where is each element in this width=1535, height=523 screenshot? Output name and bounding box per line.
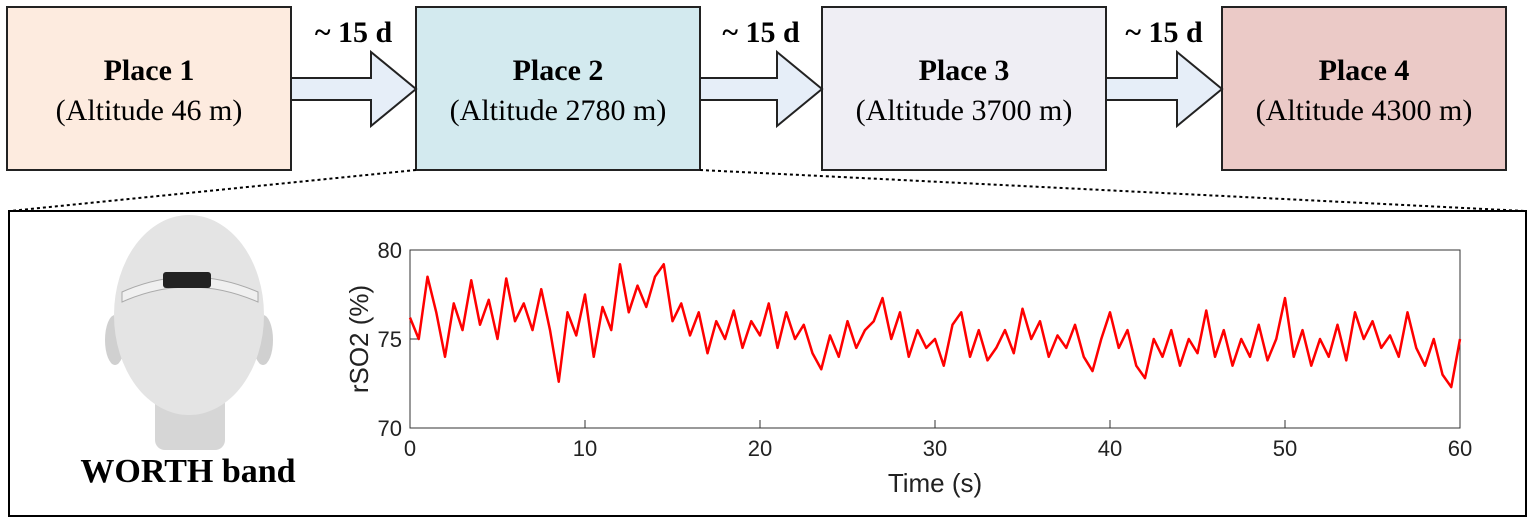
zoom-line: [9, 169, 417, 212]
place-title: Place 2: [513, 54, 604, 87]
y-tick-label: 70: [378, 416, 402, 441]
y-tick-label: 80: [378, 238, 402, 263]
place-altitude: (Altitude 2780 m): [450, 94, 667, 127]
zoom-line: [699, 169, 1526, 212]
arrow: [699, 49, 824, 129]
x-tick-label: 60: [1448, 436, 1472, 461]
x-tick-label: 50: [1273, 436, 1297, 461]
x-tick-label: 40: [1098, 436, 1122, 461]
arrow-label: ~ 15 d: [722, 16, 800, 49]
place-altitude: (Altitude 46 m): [56, 94, 243, 127]
y-tick-label: 75: [378, 327, 402, 352]
arrow-label: ~ 15 d: [315, 16, 393, 49]
x-tick-label: 10: [573, 436, 597, 461]
rso2-line: [408, 262, 1462, 389]
x-tick-label: 20: [748, 436, 772, 461]
chart: 70 75 80 0 10 20 30 40 50 60 Time (s) rSO2 (%): [344, 238, 1472, 498]
place-box: [1221, 6, 1507, 171]
place-altitude: (Altitude 3700 m): [856, 94, 1073, 127]
x-axis-label: Time (s): [888, 468, 982, 498]
place-altitude: (Altitude 4300 m): [1256, 94, 1473, 127]
place-title: Place 1: [104, 54, 195, 87]
arrow: [290, 49, 418, 129]
x-tick-label: 30: [923, 436, 947, 461]
x-tick-label: 0: [404, 436, 416, 461]
boxes: Place 1 (Altitude 46 m) Place 2 (Altitude 2…: [6, 6, 1507, 171]
place-title: Place 4: [1319, 54, 1410, 87]
head-illustration: [105, 215, 273, 450]
place-box: [6, 6, 292, 171]
arrow-label: ~ 15 d: [1125, 16, 1203, 49]
y-axis-label: rSO2 (%): [344, 285, 374, 393]
place-box: [415, 6, 701, 171]
place-box: [821, 6, 1107, 171]
arrow: [1105, 49, 1224, 129]
device-label: WORTH band: [80, 453, 295, 490]
place-title: Place 3: [919, 54, 1010, 87]
